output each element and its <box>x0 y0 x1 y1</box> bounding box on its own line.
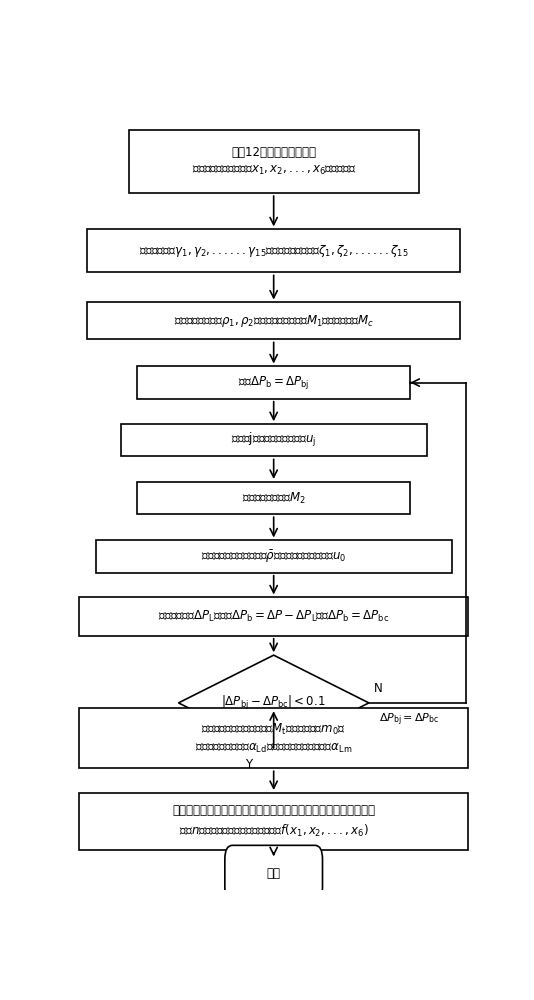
Text: 计算一二次风密度$\rho_1,\rho_2$，计算总一次风流量$M_1$，总燃煤流量$M_c$: 计算一二次风密度$\rho_1,\rho_2$，计算总一次风流量$M_1$，总燃… <box>174 313 374 329</box>
Text: 根据挡板开度$\gamma_1,\gamma_2,......\gamma_{15}$，计算挡板阻力系数$\zeta_1,\zeta_2,......\zeta: 根据挡板开度$\gamma_1,\gamma_2,......\gamma_{1… <box>139 243 409 259</box>
Text: $|\Delta P_{\rm bj}-\Delta P_{\rm bc}|<0.1$: $|\Delta P_{\rm bj}-\Delta P_{\rm bc}|<0… <box>222 694 326 712</box>
FancyBboxPatch shape <box>129 130 419 193</box>
FancyBboxPatch shape <box>137 482 410 514</box>
FancyBboxPatch shape <box>79 597 468 636</box>
Text: $\Delta P_{\rm bj}=\Delta P_{\rm bc}$: $\Delta P_{\rm bj}=\Delta P_{\rm bc}$ <box>379 712 439 728</box>
FancyBboxPatch shape <box>79 793 468 850</box>
Polygon shape <box>178 655 369 751</box>
FancyBboxPatch shape <box>88 229 460 272</box>
Text: 输入12组锅炉运行数据，
并定义挡板向左位移量$x_1,x_2,...,x_6$作为自变量: 输入12组锅炉运行数据， 并定义挡板向左位移量$x_1,x_2,...,x_6$… <box>192 146 356 177</box>
FancyBboxPatch shape <box>225 845 323 901</box>
FancyBboxPatch shape <box>137 366 410 399</box>
Text: 计算第j个二次风噴口的风速$u_{\rm j}$: 计算第j个二次风噴口的风速$u_{\rm j}$ <box>231 431 316 449</box>
FancyBboxPatch shape <box>96 540 452 573</box>
Text: 计算炉膛出口过剩空气系数的定义值和测量值之间偏差的平方值，
以及$n$组数据工况的总偏差平方和函数$f\left(x_1,x_2,...,x_6\right)$: 计算炉膛出口过剩空气系数的定义值和测量值之间偏差的平方值， 以及$n$组数据工况… <box>172 804 375 839</box>
Text: 计算进入炉膛的总空气流量$M_{\rm t}$、理论空气量$m_0$、
过剩空气系数定义值$\alpha_{\rm Ld}$以及过剩空气系数测量值$\alpha: 计算进入炉膛的总空气流量$M_{\rm t}$、理论空气量$m_0$、 过剩空气… <box>195 721 352 755</box>
Text: Y: Y <box>245 758 253 771</box>
Text: 结束: 结束 <box>266 867 281 880</box>
FancyBboxPatch shape <box>121 424 427 456</box>
Text: 假设$\Delta P_{\rm b}=\Delta P_{\rm bj}$: 假设$\Delta P_{\rm b}=\Delta P_{\rm bj}$ <box>238 374 309 391</box>
Text: 计算二次风总流量$M_2$: 计算二次风总流量$M_2$ <box>242 491 305 506</box>
FancyBboxPatch shape <box>88 302 460 339</box>
Text: 计算炉膛压降$\Delta P_{\rm L}$，根据$\Delta P_{\rm b}=\Delta P-\Delta P_{\rm L}$得到$\Delta: 计算炉膛压降$\Delta P_{\rm L}$，根据$\Delta P_{\r… <box>158 609 389 624</box>
Text: N: N <box>374 682 382 695</box>
FancyBboxPatch shape <box>79 708 468 768</box>
Text: 计算一、二次风平均密度$\bar{\rho}$，一、二次风平均风速$u_0$: 计算一、二次风平均密度$\bar{\rho}$，一、二次风平均风速$u_0$ <box>201 548 346 565</box>
